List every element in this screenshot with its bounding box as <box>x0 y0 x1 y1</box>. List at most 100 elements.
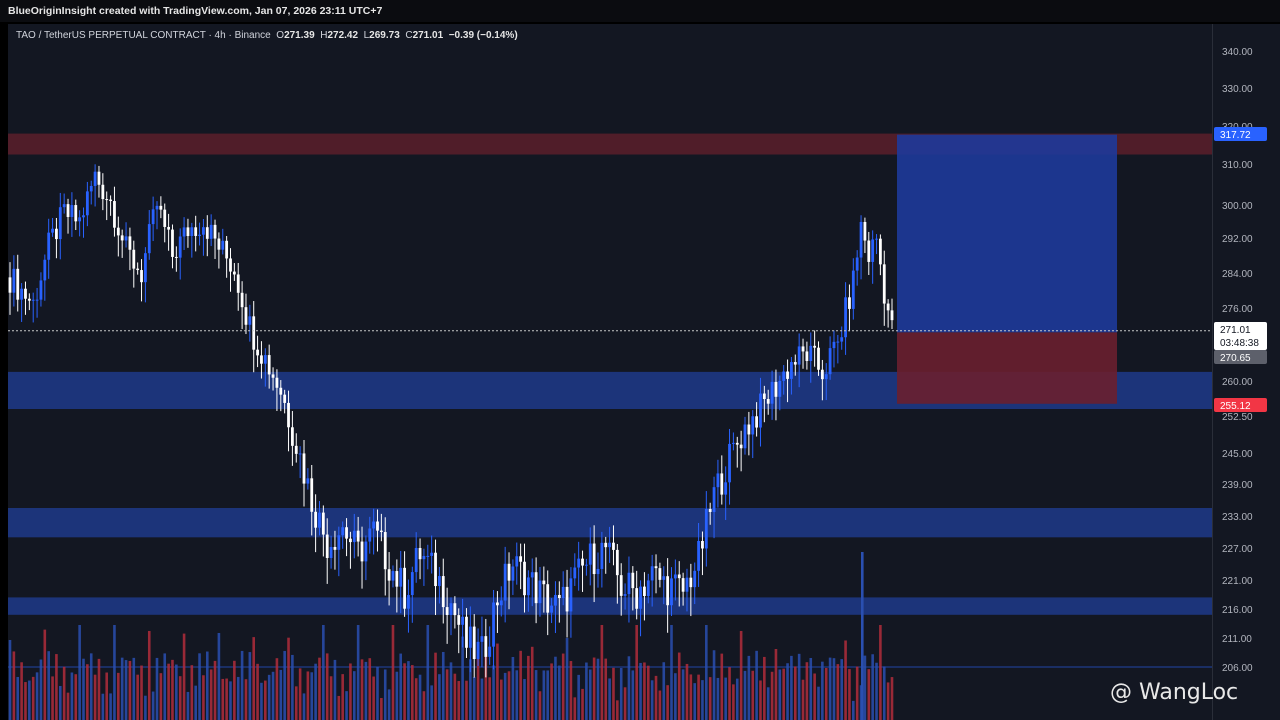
candle-body <box>151 209 155 225</box>
volume-bar <box>449 662 453 720</box>
volume-bar <box>724 677 727 720</box>
candle-body <box>681 578 685 592</box>
volume-bar <box>217 632 221 720</box>
candle-body <box>441 576 445 608</box>
volume-bar <box>314 663 317 720</box>
volume-bar <box>852 700 855 720</box>
candle-body <box>735 442 739 445</box>
volume-bar <box>882 666 886 720</box>
volume-bar <box>372 676 375 720</box>
volume-bar <box>178 676 182 720</box>
candle-body <box>790 362 793 379</box>
candle-body <box>573 567 577 579</box>
y-tick-label: 216.00 <box>1222 605 1253 616</box>
candle-body <box>410 572 414 596</box>
low-label: L <box>363 30 370 41</box>
volume-bar <box>333 659 337 720</box>
volume-bar <box>8 640 12 720</box>
candle-body <box>31 299 35 301</box>
candle-body <box>817 347 820 370</box>
stop-price-label-bg <box>1214 398 1267 412</box>
volume-bar <box>793 666 797 720</box>
volume-bar <box>790 655 793 720</box>
volume-bar <box>109 693 112 720</box>
candle-body <box>217 238 221 250</box>
volume-bar <box>519 650 522 720</box>
volume-bar <box>12 651 16 720</box>
candle-body <box>701 540 704 549</box>
change-value: −0.39 (−0.14%) <box>448 30 518 41</box>
candle-body <box>395 571 399 587</box>
y-tick-label: 284.00 <box>1222 269 1253 280</box>
candle-body <box>178 236 182 258</box>
candle-body <box>445 607 449 615</box>
candle-body <box>113 201 116 228</box>
candle-body <box>511 566 515 581</box>
volume-bar <box>380 698 383 720</box>
volume-bar <box>685 663 689 720</box>
candle-body <box>526 577 530 596</box>
volume-bar <box>364 661 368 720</box>
volume-bar <box>863 655 867 720</box>
candle-body <box>8 277 12 293</box>
volume-bar <box>267 674 271 720</box>
volume-bar <box>774 648 778 720</box>
candle-body <box>708 509 712 512</box>
candle-body <box>762 393 766 399</box>
candle-body <box>132 249 136 269</box>
candle-body <box>39 280 43 300</box>
volume-bar <box>515 670 519 720</box>
volume-bar <box>383 669 387 720</box>
candle-body <box>329 546 333 558</box>
candle-body <box>202 227 205 235</box>
candle-body <box>530 572 534 578</box>
candle-body <box>778 380 782 397</box>
candle-body <box>124 236 128 241</box>
volume-bar <box>461 636 464 720</box>
candle-body <box>523 561 526 596</box>
candle-body <box>453 603 457 616</box>
candle-body <box>666 576 670 606</box>
candle-body <box>349 538 352 543</box>
stop-price-label: 255.12 <box>1220 401 1251 412</box>
candle-body <box>449 603 453 615</box>
volume-bar <box>418 674 422 720</box>
target-price-label-bg <box>1214 127 1267 141</box>
candle-body <box>20 288 24 300</box>
candle-body <box>627 572 631 595</box>
candle-body <box>294 445 298 454</box>
volume-bar <box>47 651 50 720</box>
volume-bar <box>511 656 515 720</box>
volume-bar <box>89 653 93 720</box>
volume-bar <box>205 651 209 720</box>
candle-body <box>376 521 379 531</box>
volume-bar <box>287 637 290 720</box>
candle-body <box>851 270 855 309</box>
candle-body <box>418 547 422 560</box>
volume-bar <box>472 676 476 720</box>
candle-body <box>882 264 886 304</box>
candle-body <box>588 543 592 565</box>
candle-body <box>519 556 523 562</box>
volume-bar <box>616 700 619 720</box>
high-label: H <box>320 30 328 41</box>
candle-body <box>461 616 465 625</box>
volume-bar <box>592 657 596 720</box>
candle-body <box>78 217 82 222</box>
candle-body <box>538 580 542 604</box>
candle-body <box>496 602 499 606</box>
volume-bar <box>623 687 627 720</box>
candle-body <box>793 362 797 365</box>
volume-bar <box>643 662 646 720</box>
close-value: 271.01 <box>412 30 444 41</box>
take-profit-box <box>897 134 1117 333</box>
volume-bar <box>345 691 348 720</box>
volume-bar <box>120 657 124 720</box>
chart-attribution: BlueOriginInsight created with TradingVi… <box>0 0 1280 22</box>
volume-bar <box>376 666 379 720</box>
candle-body <box>260 355 263 364</box>
volume-bar <box>167 663 170 720</box>
volume-bar <box>39 659 43 720</box>
candle-body <box>55 228 58 240</box>
